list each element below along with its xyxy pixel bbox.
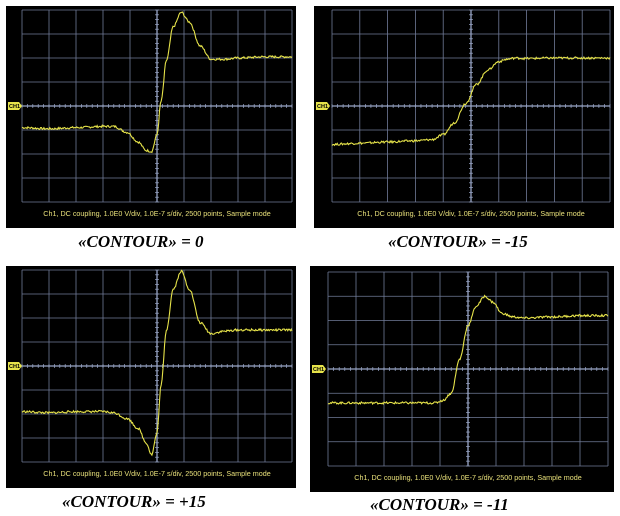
scope-info-text: Ch1, DC coupling, 1.0E0 V/div, 1.0E-7 s/… (357, 209, 584, 218)
scope-panel-3: CH1 Ch1, DC coupling, 1.0E0 V/div, 1.0E-7… (310, 266, 614, 492)
scope-info-text: Ch1, DC coupling, 1.0E0 V/div, 1.0E-7 s/… (354, 473, 581, 482)
channel-marker-icon (316, 102, 330, 110)
trace-series (21, 269, 293, 457)
scope-info-text: Ch1, DC coupling, 1.0E0 V/div, 1.0E-7 s/… (43, 469, 270, 478)
trace-series (331, 55, 611, 147)
scope-panel-0: CH1 Ch1, DC coupling, 1.0E0 V/div, 1.0E-7… (6, 6, 296, 228)
caption-contour-minus-15: «CONTOUR» = -15 (388, 232, 528, 251)
oscilloscope-chart-1: CH1 Ch1, DC coupling, 1.0E0 V/div, 1.0E-7… (316, 9, 611, 218)
channel-marker-icon (8, 362, 22, 370)
caption-contour-minus-11: «CONTOUR» = -11 (370, 495, 509, 514)
trace-series (327, 294, 609, 406)
channel-marker-icon (312, 365, 326, 373)
oscilloscope-chart-0: CH1 Ch1, DC coupling, 1.0E0 V/div, 1.0E-7… (8, 9, 293, 218)
caption-contour-plus-15: «CONTOUR» = +15 (62, 492, 206, 511)
channel-marker-label: CH1 (313, 367, 324, 373)
channel-marker-label: CH1 (317, 104, 328, 110)
scope-panel-1: CH1 Ch1, DC coupling, 1.0E0 V/div, 1.0E-7… (314, 6, 614, 228)
oscilloscope-chart-2: CH1 Ch1, DC coupling, 1.0E0 V/div, 1.0E-7… (8, 269, 293, 478)
channel-marker-icon (8, 102, 22, 110)
channel-marker-label: CH1 (9, 364, 20, 370)
oscilloscope-chart-3: CH1 Ch1, DC coupling, 1.0E0 V/div, 1.0E-7… (312, 271, 609, 482)
scope-info-text: Ch1, DC coupling, 1.0E0 V/div, 1.0E-7 s/… (43, 209, 270, 218)
scope-panel-2: CH1 Ch1, DC coupling, 1.0E0 V/div, 1.0E-7… (6, 266, 296, 488)
channel-marker-label: CH1 (9, 104, 20, 110)
caption-contour-0: «CONTOUR» = 0 (78, 232, 204, 251)
trace-series (21, 11, 293, 154)
